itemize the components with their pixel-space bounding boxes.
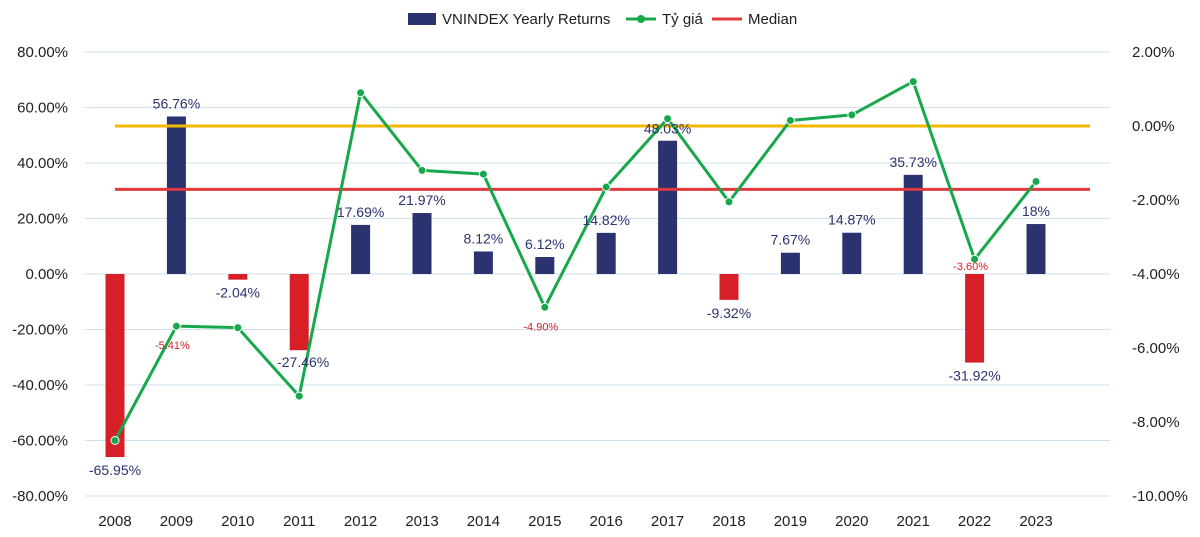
bar-2022 (965, 274, 985, 363)
bar-2011 (289, 274, 309, 351)
y-left-tick-label: 80.00% (17, 44, 68, 61)
bar-2019 (780, 252, 800, 274)
line-point-2018 (724, 197, 734, 207)
bar-series (105, 116, 1046, 458)
line-series (110, 77, 1041, 445)
x-tick-label: 2015 (528, 513, 561, 530)
line-point-label-2009: -5.41% (155, 340, 190, 352)
x-tick-label: 2021 (897, 513, 930, 530)
bar-2018 (719, 274, 739, 300)
reference-lines (115, 124, 1090, 191)
x-tick-label: 2016 (590, 513, 623, 530)
bar-2012 (351, 224, 371, 274)
bar-2013 (412, 213, 432, 274)
y-axis-right: 2.00% 0.00% -2.00% -4.00% -6.00% -8.00% -10.00… (1132, 44, 1188, 505)
line-point-2011 (294, 391, 304, 401)
line-point-2009 (171, 321, 181, 331)
line-point-2020 (847, 110, 857, 120)
y-left-tick-label: 20.00% (17, 211, 68, 228)
bar-2014 (473, 251, 493, 274)
bar-2020 (842, 232, 862, 274)
line-point-label-2015: -4.90% (523, 321, 558, 333)
data-labels: -65.95% 56.76% -2.04% -27.46% 17.69% 21.97% 8.… (89, 95, 1050, 478)
bar-2015 (535, 257, 555, 274)
bar-2008 (105, 274, 125, 458)
bar-label-2012: 17.69% (337, 204, 384, 220)
legend-bars-label: VNINDEX Yearly Returns (442, 11, 610, 28)
bar-label-2023: 18% (1022, 203, 1050, 219)
y-axis-left: 80.00% 60.00% 40.00% 20.00% 0.00% -20.00% -40.… (12, 44, 68, 505)
line-point-2022 (970, 254, 980, 264)
line-point-2014 (478, 169, 488, 179)
y-right-tick-label: 0.00% (1132, 118, 1175, 135)
bar-label-2008: -65.95% (89, 462, 141, 478)
y-left-tick-label: 40.00% (17, 155, 68, 172)
bar-label-2022: -31.92% (949, 368, 1001, 384)
y-right-tick-label: 2.00% (1132, 44, 1175, 61)
y-left-tick-label: -40.00% (12, 377, 68, 394)
y-left-tick-label: 60.00% (17, 100, 68, 117)
bar-label-2009: 56.76% (153, 95, 200, 111)
bar-label-2015: 6.12% (525, 236, 565, 252)
bar-2009 (166, 116, 186, 274)
legend-line-marker (637, 15, 645, 23)
y-right-tick-label: -2.00% (1132, 192, 1180, 209)
line-point-2019 (785, 115, 795, 125)
legend-bars-swatch (408, 13, 436, 25)
line-point-2010 (233, 323, 243, 333)
x-axis: 2008 2009 2010 2011 2012 2013 2014 2015 2016 2017… (98, 513, 1052, 530)
x-tick-label: 2014 (467, 513, 500, 530)
bar-2021 (903, 174, 923, 274)
line-point-2008 (110, 436, 120, 445)
bar-2010 (228, 274, 248, 280)
y-left-tick-label: -20.00% (12, 322, 68, 339)
bar-2023 (1026, 224, 1046, 274)
legend: VNINDEX Yearly Returns Tỷ giá Median (408, 11, 797, 28)
x-tick-label: 2017 (651, 513, 684, 530)
y-right-tick-label: -4.00% (1132, 266, 1180, 283)
line-point-2016 (601, 182, 611, 192)
y-left-tick-label: 0.00% (25, 266, 68, 283)
line-point-2013 (417, 165, 427, 175)
line-point-2021 (908, 77, 918, 87)
bar-label-2010: -2.04% (216, 285, 260, 301)
y-left-tick-label: -80.00% (12, 488, 68, 505)
bar-label-2021: 35.73% (889, 154, 936, 170)
x-tick-label: 2018 (712, 513, 745, 530)
bar-label-2016: 14.82% (582, 212, 629, 228)
y-right-tick-label: -6.00% (1132, 340, 1180, 357)
bar-2016 (596, 232, 616, 274)
x-tick-label: 2010 (221, 513, 254, 530)
legend-line-label: Tỷ giá (662, 11, 704, 28)
line-tygia (113, 80, 1038, 442)
line-point-2017 (663, 114, 673, 124)
x-tick-label: 2011 (283, 513, 315, 530)
x-tick-label: 2008 (98, 513, 131, 530)
bar-label-2013: 21.97% (398, 192, 445, 208)
bar-label-2011: -27.46% (277, 354, 329, 370)
gridlines (85, 51, 1110, 497)
y-right-tick-label: -8.00% (1132, 414, 1180, 431)
line-point-2015 (540, 302, 550, 312)
bar-label-2018: -9.32% (707, 305, 751, 321)
bar-label-2017: 48.03% (644, 121, 691, 137)
bar-label-2020: 14.87% (828, 212, 875, 228)
x-tick-label: 2023 (1019, 513, 1052, 530)
legend-median-label: Median (748, 11, 797, 28)
x-tick-label: 2013 (405, 513, 438, 530)
y-left-tick-label: -60.00% (12, 433, 68, 450)
bar-2017 (658, 140, 678, 274)
bar-label-2014: 8.12% (464, 230, 504, 246)
line-point-2012 (356, 88, 366, 98)
x-tick-label: 2020 (835, 513, 868, 530)
x-tick-label: 2019 (774, 513, 807, 530)
x-tick-label: 2022 (958, 513, 991, 530)
line-point-2023 (1031, 177, 1041, 186)
bar-label-2019: 7.67% (771, 232, 811, 248)
x-tick-label: 2012 (344, 513, 377, 530)
x-tick-label: 2009 (160, 513, 193, 530)
line-point-label-2022: -3.60% (953, 261, 988, 273)
y-right-tick-label: -10.00% (1132, 488, 1188, 505)
